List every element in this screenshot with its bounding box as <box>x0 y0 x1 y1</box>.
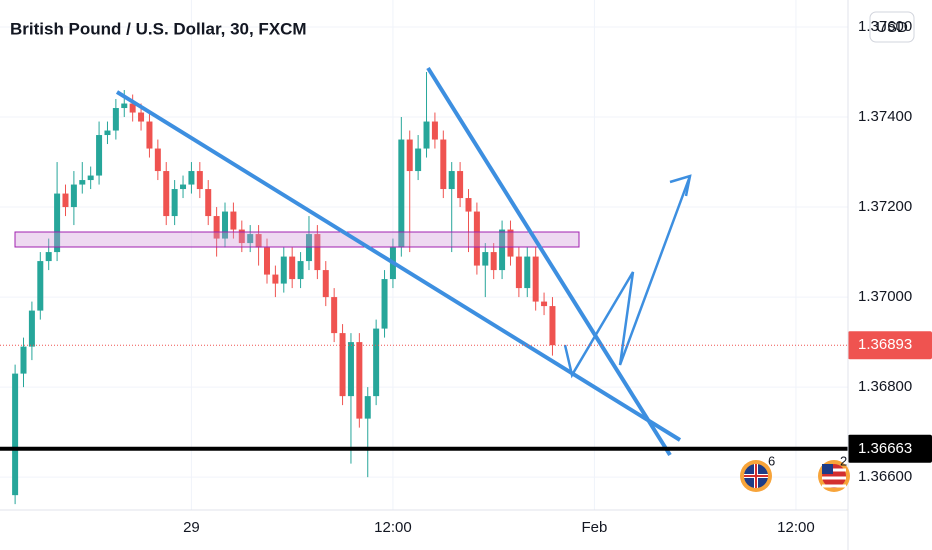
last-price-label: 1.36893 <box>858 336 912 353</box>
candle-body <box>272 274 279 284</box>
candle-body <box>129 103 136 113</box>
candle-body <box>431 121 438 140</box>
candle-body <box>532 256 539 302</box>
currency-label[interactable]: USD <box>876 19 908 36</box>
candle-body <box>314 234 321 271</box>
candle-body <box>188 171 195 185</box>
candle-body <box>373 328 380 397</box>
candle-body <box>54 193 61 253</box>
candle-body <box>440 139 447 190</box>
candle-body <box>305 234 312 262</box>
candle-body <box>356 342 363 419</box>
candle-body <box>230 211 237 230</box>
last-price-badge <box>848 331 932 360</box>
candle-body <box>381 279 388 329</box>
candle-body <box>398 139 405 248</box>
y-tick-label: 1.37600 <box>858 18 912 35</box>
candle-body <box>490 252 497 271</box>
candle-body <box>515 256 522 289</box>
event-badge: 2 <box>840 453 847 468</box>
candle-body <box>499 229 506 271</box>
candle-body <box>415 148 422 172</box>
y-tick-label: 1.37200 <box>858 198 912 215</box>
candle-body <box>20 346 27 374</box>
candle-body <box>473 211 480 266</box>
candle-body <box>364 396 371 419</box>
candle-body <box>70 184 77 208</box>
candle-body <box>347 342 354 397</box>
x-tick-label: 12:00 <box>374 519 412 536</box>
candle-body <box>524 256 531 289</box>
candle-body <box>112 108 119 131</box>
candle-body <box>255 234 262 248</box>
candle-body <box>79 180 86 185</box>
grid <box>0 0 848 510</box>
candle-body <box>196 171 203 190</box>
arrow-head <box>669 174 692 197</box>
candle-body <box>322 270 329 298</box>
candle-body <box>331 297 338 334</box>
horizontal-line-badge <box>848 434 932 463</box>
y-tick-label: 1.36600 <box>858 468 912 485</box>
event-badge: 6 <box>768 453 775 468</box>
candle-body <box>163 171 170 217</box>
candle-body <box>263 247 270 275</box>
candle-body <box>289 256 296 280</box>
x-tick-label: 12:00 <box>777 519 815 536</box>
candle-body <box>171 189 178 217</box>
event-icon[interactable] <box>818 460 850 492</box>
candle-body <box>222 211 229 239</box>
candle-body <box>154 148 161 172</box>
candle-body <box>87 175 94 181</box>
projection-arrow <box>563 175 692 379</box>
zone <box>14 231 580 248</box>
candle-body <box>213 216 220 239</box>
candle-body <box>121 103 128 109</box>
candle-body <box>339 333 346 397</box>
trendline <box>115 90 682 442</box>
candle-body <box>45 252 52 262</box>
x-tick-label: Feb <box>582 519 608 536</box>
trendline <box>426 66 672 457</box>
candle-body <box>28 310 35 347</box>
candle-body <box>62 193 69 208</box>
candle-body <box>465 198 472 212</box>
candle-body <box>541 301 548 307</box>
candle-body <box>549 306 556 346</box>
overlay: 1.36893 1.36663 <box>0 331 932 463</box>
candles <box>12 72 556 505</box>
candle-body <box>205 189 212 217</box>
y-tick-label: 1.37000 <box>858 288 912 305</box>
candle-body <box>457 171 464 199</box>
candle-body <box>482 252 489 266</box>
candle-body <box>96 135 103 176</box>
horizontal-line-label: 1.36663 <box>858 440 912 457</box>
candle-body <box>12 373 19 496</box>
candle-body <box>448 171 455 190</box>
event-icon[interactable] <box>740 460 772 492</box>
y-tick-label: 1.36800 <box>858 378 912 395</box>
candle-body <box>280 256 287 284</box>
candle-body <box>37 261 44 311</box>
candle-body <box>247 234 254 244</box>
candle-body <box>423 121 430 149</box>
y-tick-label: 1.37400 <box>858 108 912 125</box>
currency-button[interactable] <box>869 11 915 43</box>
x-tick-label: 29 <box>183 519 200 536</box>
candle-body <box>104 130 111 136</box>
candle-body <box>180 184 187 190</box>
candle-body <box>406 139 413 172</box>
candle-body <box>138 112 145 122</box>
candle-body <box>297 261 304 280</box>
candle-body <box>146 121 153 149</box>
candle-body <box>507 229 514 257</box>
candle-body <box>238 229 245 244</box>
chart-title: British Pound / U.S. Dollar, 30, FXCM <box>10 19 307 38</box>
